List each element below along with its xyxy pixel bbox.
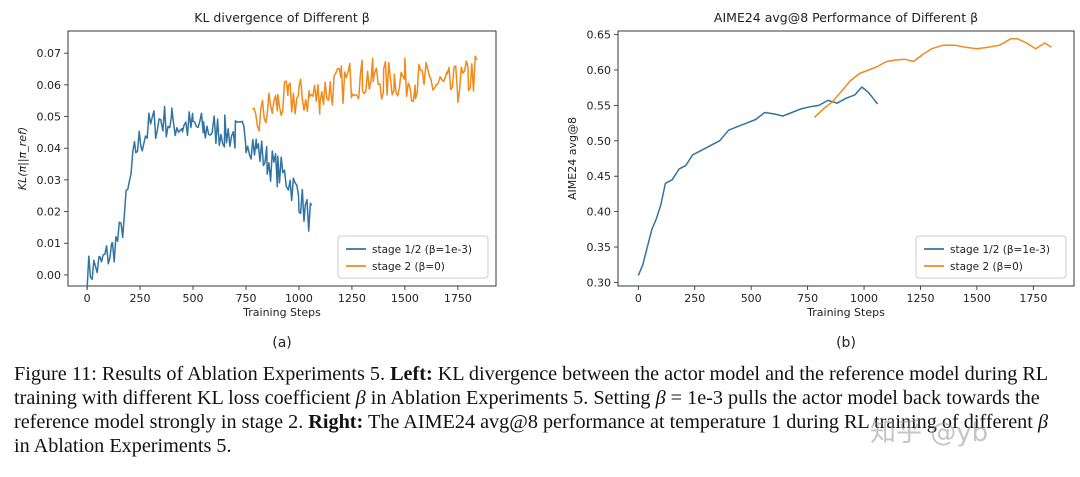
- beta-symbol-eq: β: [655, 387, 666, 409]
- x-axis-label: Training Steps: [806, 306, 885, 319]
- y-tick-label: 0.50: [587, 135, 612, 148]
- chart-title: KL divergence of Different β: [194, 10, 369, 25]
- x-tick-label: 500: [741, 292, 762, 305]
- subfigure-label: (a): [272, 335, 292, 351]
- x-tick-label: 1000: [285, 292, 313, 305]
- aime24-performance-chart: AIME24 avg@8 Performance of Different β 0…: [566, 10, 1075, 351]
- y-tick-label: 0.02: [37, 206, 62, 219]
- y-tick-label: 0.01: [37, 237, 62, 250]
- figure-label: Figure 11:: [14, 363, 97, 385]
- left-label: Left:: [390, 363, 433, 385]
- x-axis-label: Training Steps: [242, 306, 321, 319]
- legend-label-2: stage 2 (β=0): [950, 261, 1023, 273]
- y-tick-label: 0.04: [37, 142, 62, 155]
- legend-box: [337, 235, 489, 279]
- subfigure-label: (b): [836, 335, 856, 351]
- y-axis-label: KL(π||π_ref): [16, 127, 29, 190]
- y-tick-label: 0.60: [587, 64, 612, 77]
- y-axis-label: AIME24 avg@8: [566, 117, 579, 200]
- y-tick-label: 0.07: [37, 47, 62, 60]
- series-line-1: [637, 86, 879, 276]
- legend: stage 1/2 (β=1e-3) stage 2 (β=0): [337, 235, 489, 279]
- left-text-2: in Ablation Experiments 5. Setting: [370, 387, 651, 409]
- y-tick-label: 0.65: [587, 29, 612, 42]
- kl-divergence-chart: KL divergence of Different β 0 250 500 750 10…: [16, 10, 497, 351]
- y-tick-label: 0.40: [587, 206, 612, 219]
- x-tick-label: 1500: [963, 292, 991, 305]
- legend: stage 1/2 (β=1e-3) stage 2 (β=0): [915, 235, 1067, 279]
- figure-caption: Figure 11: Results of Ablation Experimen…: [14, 362, 1058, 458]
- legend-label-1: stage 1/2 (β=1e-3): [372, 244, 472, 256]
- y-tick-label: 0.03: [37, 174, 62, 187]
- caption-intro: Results of Ablation Experiments 5.: [101, 363, 386, 385]
- right-label: Right:: [308, 411, 364, 433]
- y-tick-label: 0.35: [587, 241, 612, 254]
- x-tick-label: 1500: [391, 292, 419, 305]
- x-tick-label: 250: [684, 292, 705, 305]
- x-tick-label: 0: [635, 292, 642, 305]
- x-tick-label: 0: [84, 292, 91, 305]
- x-tick-label: 1250: [338, 292, 366, 305]
- beta-symbol-2: β: [1037, 411, 1048, 433]
- watermark: 知乎 @yb: [870, 418, 989, 448]
- y-tick-label: 0.45: [587, 170, 612, 183]
- series-line-1: [86, 105, 313, 290]
- y-tick-label: 0.55: [587, 99, 612, 112]
- x-tick-label: 750: [797, 292, 818, 305]
- x-tick-label: 1750: [1019, 292, 1047, 305]
- legend-box: [915, 235, 1067, 279]
- y-tick-label: 0.06: [37, 79, 62, 92]
- y-tick-label: 0.05: [37, 111, 62, 124]
- legend-label-2: stage 2 (β=0): [372, 261, 445, 273]
- y-tick-label: 0.00: [37, 269, 62, 282]
- legend-label-1: stage 1/2 (β=1e-3): [950, 244, 1050, 256]
- right-text-2: in Ablation Experiments 5.: [14, 435, 232, 457]
- x-tick-label: 250: [130, 292, 151, 305]
- chart-title: AIME24 avg@8 Performance of Different β: [714, 10, 978, 25]
- y-tick-label: 0.30: [587, 276, 612, 289]
- x-tick-label: 1000: [850, 292, 878, 305]
- series-line-2: [252, 55, 478, 132]
- eq-text: = 1e-3 pulls the actor model back toward…: [14, 387, 1040, 433]
- x-tick-label: 1750: [444, 292, 472, 305]
- right-text-1: The AIME24 avg@8 performance at temperat…: [367, 411, 1033, 433]
- x-tick-label: 750: [235, 292, 256, 305]
- series-line-2: [813, 38, 1052, 118]
- beta-symbol: β: [355, 387, 366, 409]
- x-tick-label: 1250: [906, 292, 934, 305]
- left-text-1: KL divergence between the actor model an…: [14, 363, 1048, 409]
- x-tick-label: 500: [183, 292, 204, 305]
